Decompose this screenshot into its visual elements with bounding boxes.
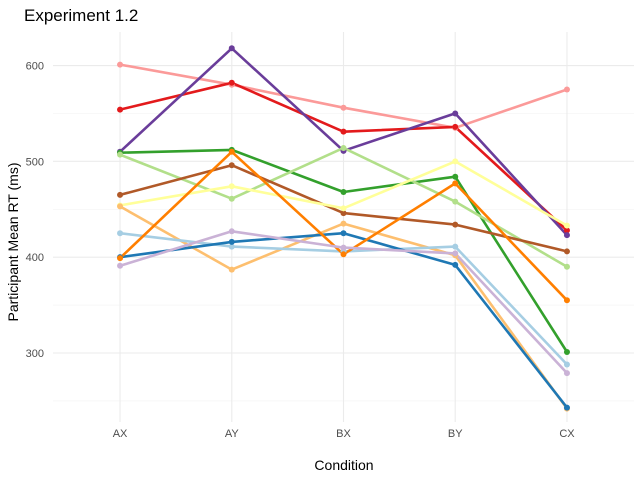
x-axis-title: Condition: [314, 457, 373, 473]
data-point: [563, 404, 570, 411]
y-axis-title: Participant Mean RT (ms): [5, 163, 21, 322]
data-point: [340, 251, 347, 258]
data-point: [452, 198, 459, 205]
data-point: [228, 162, 235, 169]
data-point: [452, 110, 459, 117]
data-point: [340, 104, 347, 111]
y-tick-label: 600: [26, 61, 44, 73]
data-point: [228, 148, 235, 155]
y-tick-label: 400: [26, 252, 44, 264]
data-point: [117, 106, 124, 113]
y-tick-label: 300: [26, 348, 44, 360]
data-point: [563, 232, 570, 239]
chart-title: Experiment 1.2: [24, 6, 138, 25]
data-point: [228, 45, 235, 52]
data-point: [117, 151, 124, 158]
data-point: [117, 230, 124, 237]
y-tick-label: 500: [26, 156, 44, 168]
data-point: [563, 297, 570, 304]
data-point: [452, 180, 459, 187]
data-point: [228, 195, 235, 202]
data-point: [563, 263, 570, 270]
data-point: [228, 183, 235, 190]
data-point: [452, 250, 459, 257]
y-tick-labels: 300 400 500 600: [26, 61, 44, 360]
x-tick-labels: AX AY BX BY CX: [113, 428, 576, 440]
data-point: [340, 205, 347, 212]
data-point: [340, 189, 347, 196]
data-point: [117, 191, 124, 198]
data-point: [452, 158, 459, 165]
series-points: [117, 45, 570, 412]
data-point: [340, 244, 347, 251]
data-point: [117, 255, 124, 262]
data-point: [117, 262, 124, 269]
data-point: [228, 79, 235, 86]
data-point: [340, 210, 347, 217]
data-point: [228, 228, 235, 235]
x-tick-label: AX: [113, 428, 128, 440]
data-point: [228, 266, 235, 273]
data-point: [452, 261, 459, 268]
x-tick-label: BY: [448, 428, 463, 440]
data-point: [452, 123, 459, 130]
data-point: [228, 243, 235, 250]
data-point: [563, 222, 570, 229]
data-point: [117, 61, 124, 68]
data-point: [563, 349, 570, 356]
data-point: [563, 248, 570, 255]
data-point: [340, 230, 347, 237]
data-point: [563, 227, 570, 234]
grid: [53, 32, 634, 422]
data-point: [117, 203, 124, 210]
data-point: [563, 361, 570, 368]
x-tick-label: CX: [559, 428, 575, 440]
x-tick-label: BX: [336, 428, 351, 440]
x-tick-label: AY: [225, 428, 240, 440]
data-point: [563, 86, 570, 93]
data-point: [340, 144, 347, 151]
data-point: [452, 221, 459, 228]
data-point: [452, 173, 459, 180]
data-point: [340, 128, 347, 135]
data-point: [563, 370, 570, 377]
data-point: [452, 243, 459, 250]
data-point: [228, 238, 235, 245]
data-point: [340, 220, 347, 227]
